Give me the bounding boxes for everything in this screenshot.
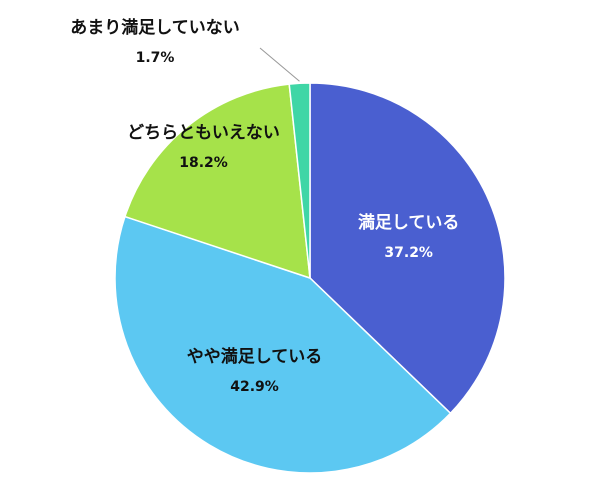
slice-label: やや満足している [187,346,323,367]
slice-value-label: 1.7% [136,50,175,66]
slice-value-label: 37.2% [384,245,433,261]
slice-label: 満足している [358,212,460,233]
slice-label: あまり満足していない [70,17,240,38]
slice-value-label: 18.2% [179,155,228,171]
leader-line [259,47,300,82]
pie-slice [123,83,311,280]
pie-slice [288,82,311,279]
pie-slice [309,82,506,415]
pie-slice [114,215,452,474]
slice-value-label: 42.9% [230,379,279,395]
slice-label: どちらともいえない [127,123,280,143]
